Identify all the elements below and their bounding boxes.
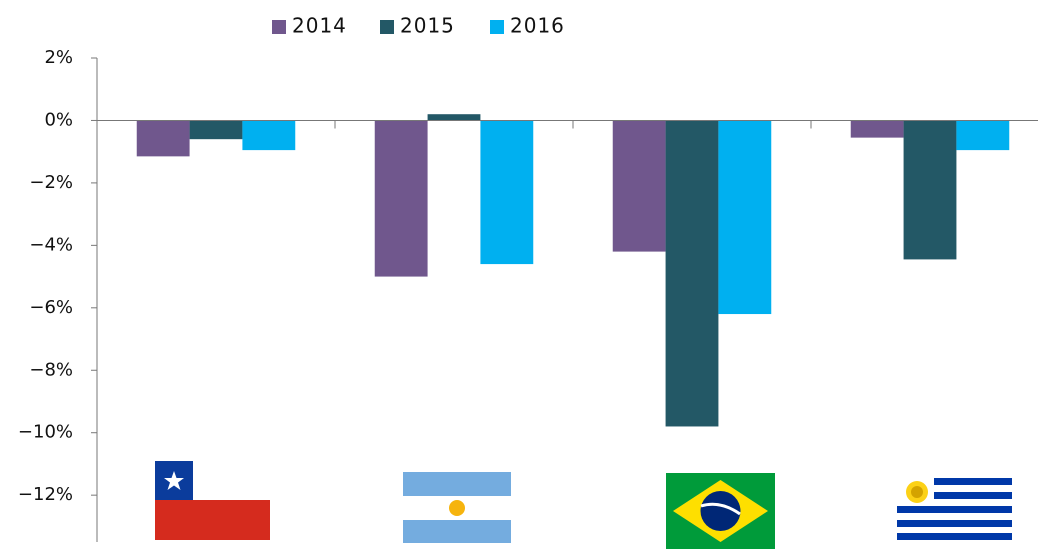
bar [850, 120, 904, 138]
bar [612, 120, 666, 252]
legend-label: 2014 [292, 14, 347, 38]
bar [903, 120, 957, 260]
legend-swatch [490, 20, 504, 34]
y-tick-label: −4% [29, 234, 73, 255]
bar [718, 120, 772, 315]
bar [136, 120, 190, 157]
y-tick-label: −6% [29, 297, 73, 318]
legend-label: 2015 [400, 14, 455, 38]
bar [956, 120, 1010, 151]
bar [480, 120, 534, 265]
bar [242, 120, 296, 151]
legend-label: 2016 [510, 14, 565, 38]
bar [665, 120, 719, 427]
y-tick-label: −12% [18, 484, 73, 505]
y-tick-label: −10% [18, 422, 73, 443]
legend-swatch [380, 20, 394, 34]
legend-swatch [272, 20, 286, 34]
flag-brazil [666, 473, 775, 549]
bar [189, 120, 243, 140]
y-tick-label: −8% [29, 359, 73, 380]
bars [136, 114, 1010, 427]
bar [427, 114, 481, 121]
y-tick-label: 0% [44, 109, 73, 130]
flag-chile [155, 461, 270, 540]
y-tick-label: −2% [29, 172, 73, 193]
bar [374, 120, 428, 277]
flag-uruguay [897, 478, 1012, 540]
y-tick-label: 2% [44, 47, 73, 68]
flag-argentina [403, 472, 511, 543]
